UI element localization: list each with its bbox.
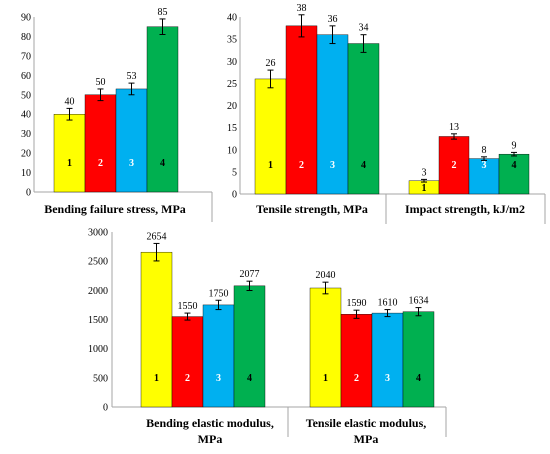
x-axis-label-tensile-elastic-modulus-line-2: MPa [354,432,379,446]
y-tick-label: 10 [21,168,31,179]
bar-category-label: 2 [354,373,359,384]
chart-tensile-elastic-modulus: 2040 1590 1610 1634 1 2 3 4 Tensile elastic mo… [288,270,447,446]
y-tick-label: 20 [21,149,31,160]
bar-category-label: 1 [323,373,328,384]
data-label: 1634 [409,296,429,307]
data-label: 3 [422,167,427,178]
y-tick-label: 80 [21,32,31,43]
bar-tensile-elastic-modulus-1 [309,287,342,408]
y-tick-label: 50 [21,90,31,101]
y-tick-label: 35 [227,35,237,46]
bar-category-label: 4 [361,160,366,171]
y-tick-label: 20 [227,101,237,112]
y-tick-label: 70 [21,51,31,62]
bar-bending-elastic-modulus-2 [171,316,204,408]
y-tick-label: 2500 [88,257,108,268]
data-label: 1550 [178,301,198,312]
data-label: 2654 [147,231,167,242]
data-label: 1590 [347,298,367,309]
bar-category-label: 4 [160,158,165,169]
data-label: 1610 [378,298,398,309]
bar-bending-failure-stress-2 [84,94,117,193]
y-tick-label: 30 [227,57,237,68]
bar-bending-elastic-modulus-3 [202,304,235,408]
data-label: 53 [127,71,137,82]
y-tick-label: 60 [21,71,31,82]
data-label: 2040 [316,270,336,281]
bar-category-label: 1 [268,160,273,171]
data-label: 9 [512,140,517,151]
x-axis-label-impact-strength: Impact strength, kJ/m2 [405,202,525,216]
chart-bending-elastic-modulus: 0 500 1000 1500 2000 2500 3000 2654 1550 1750 207… [88,228,289,446]
bar-category-label: 1 [67,158,72,169]
data-label: 40 [65,96,75,107]
data-label: 8 [482,145,487,156]
bar-category-label: 4 [416,373,421,384]
bar-impact-strength-2 [438,136,470,195]
bar-category-label: 4 [512,160,517,171]
data-label: 85 [158,7,168,18]
y-tick-label: 30 [21,129,31,140]
bar-category-label: 1 [154,373,159,384]
y-tick-label: 90 [21,13,31,24]
y-tick-label: 500 [93,373,108,384]
bar-category-label: 2 [452,160,457,171]
bar-category-label: 2 [185,373,190,384]
x-axis-label-bending-elastic-modulus-line-1: Bending elastic modulus, [146,416,274,430]
bar-bending-failure-stress-1 [53,114,86,193]
y-tick-label: 1500 [88,315,108,326]
y-tick-label: 1000 [88,344,108,355]
bar-bending-elastic-modulus-1 [140,251,173,408]
y-tick-label: 2000 [88,286,108,297]
bar-category-label: 3 [129,158,134,169]
y-tick-label: 10 [227,145,237,156]
bar-tensile-strength-4 [347,43,380,195]
x-axis-label-bending-elastic-modulus-line-2: MPa [198,432,223,446]
data-label: 36 [328,14,338,25]
bar-category-label: 4 [247,373,252,384]
chart-impact-strength: 3 13 8 9 1 2 3 4 Impact strength, kJ/m2 [386,122,546,224]
bar-category-label: 3 [482,160,487,171]
data-label: 38 [297,3,307,14]
y-tick-label: 5 [232,167,237,178]
y-tick-label: 25 [227,79,237,90]
x-axis-label-tensile-elastic-modulus-line-1: Tensile elastic modulus, [306,416,427,430]
bar-category-label: 2 [98,158,103,169]
x-axis-label-bending-failure-stress: Bending failure stress, MPa [44,202,186,216]
bar-category-label: 1 [422,183,427,194]
bar-tensile-elastic-modulus-4 [402,311,435,408]
bar-category-label: 2 [299,160,304,171]
data-label: 13 [449,122,459,133]
y-tick-label: 15 [227,123,237,134]
bar-category-label: 3 [385,373,390,384]
y-tick-label: 0 [232,190,237,201]
y-tick-label: 0 [26,188,31,199]
bar-bending-failure-stress-3 [115,88,148,193]
bar-tensile-elastic-modulus-2 [340,314,373,408]
data-label: 34 [359,23,369,34]
y-tick-label: 0 [103,403,108,414]
bar-tensile-elastic-modulus-3 [371,312,404,408]
bar-bending-failure-stress-4 [146,26,179,193]
bar-tensile-strength-1 [254,78,287,195]
chart-bending-failure-stress: 0 10 20 30 40 50 60 70 80 90 40 50 53 85 1 2 3 4 Bendin… [21,7,213,222]
x-axis-label-tensile-strength: Tensile strength, MPa [256,202,368,216]
bar-impact-strength-4 [498,153,530,195]
y-tick-label: 3000 [88,228,108,239]
bar-category-label: 3 [330,160,335,171]
data-label: 50 [96,77,106,88]
bar-category-label: 3 [216,373,221,384]
bar-bending-elastic-modulus-4 [233,285,266,408]
y-tick-label: 40 [227,13,237,24]
data-label: 26 [266,58,276,69]
data-label: 2077 [240,269,260,280]
data-label: 1750 [209,288,229,299]
y-tick-label: 40 [21,110,31,121]
